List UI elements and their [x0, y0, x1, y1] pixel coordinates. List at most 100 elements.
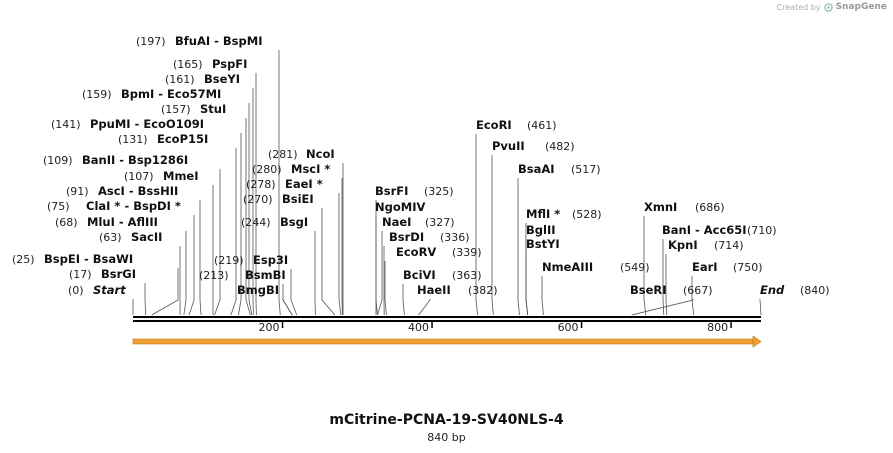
- site-label-bpmi[interactable]: (159) BpmI - Eco57MI: [82, 87, 221, 101]
- site-leader-line: [525, 253, 529, 316]
- site-label-ppumi[interactable]: (141) PpuMI - EcoO109I: [51, 117, 204, 131]
- site-label-start[interactable]: (0) Start: [68, 283, 126, 297]
- site-label-bsaai[interactable]: (517) BsaAI: [518, 162, 601, 176]
- site-enzyme-names: EcoP15I: [157, 132, 208, 146]
- site-label-eari[interactable]: (750) EarI: [692, 260, 763, 274]
- site-label-ncoi[interactable]: (281) NcoI: [268, 147, 335, 161]
- site-label-ecorv[interactable]: (339) EcoRV: [396, 245, 482, 259]
- site-label-pvuii[interactable]: (482) PvuII: [492, 139, 575, 153]
- site-leader-line: [199, 200, 202, 316]
- site-leader-line: [377, 231, 383, 316]
- site-enzyme-names: BanII - Bsp1286I: [82, 153, 188, 167]
- site-position: (549): [620, 261, 650, 274]
- site-position: (161): [165, 73, 195, 86]
- site-position: (25): [12, 253, 35, 266]
- site-leader-line: [517, 178, 520, 316]
- sequence-backbone: [133, 316, 761, 322]
- site-leader-line: [151, 268, 179, 316]
- site-label-naei[interactable]: (327) NaeI: [382, 215, 455, 229]
- site-label-haeii[interactable]: (382) HaeII: [417, 283, 498, 297]
- site-label-ngomiv[interactable]: NgoMIV: [375, 200, 425, 214]
- site-leader-line: [278, 50, 281, 316]
- site-position: (714): [714, 239, 744, 252]
- site-enzyme-names: MluI - AflIII: [87, 215, 158, 229]
- site-enzyme-names: BseRI: [630, 283, 667, 297]
- site-label-bsmbi[interactable]: (213) BsmBI: [199, 268, 286, 282]
- site-position: (68): [55, 216, 78, 229]
- site-position: (141): [51, 118, 81, 131]
- site-enzyme-names: End: [760, 283, 785, 297]
- site-label-clai[interactable]: (75) ClaI * - BspDI *: [47, 199, 181, 213]
- site-leader-line: [245, 118, 251, 316]
- site-position: (482): [545, 140, 575, 153]
- site-label-bsiei[interactable]: (270) BsiEI: [243, 192, 314, 206]
- site-label-bsgi[interactable]: (244) BsgI: [241, 215, 308, 229]
- snapgene-credit: Created by SnapGene: [777, 2, 887, 12]
- site-leader-line: [418, 299, 431, 316]
- site-label-bseri[interactable]: (667) BseRI: [630, 283, 713, 297]
- site-position: (336): [440, 231, 470, 244]
- site-leader-line: [475, 134, 479, 316]
- ruler-tick-label: 200: [259, 321, 280, 334]
- site-label-mlui[interactable]: (68) MluI - AflIII: [55, 215, 158, 229]
- site-position: (281): [268, 148, 298, 161]
- site-enzyme-names: AscI - BssHII: [98, 184, 178, 198]
- site-label-mfli[interactable]: (528) MflI *: [526, 207, 602, 221]
- site-enzyme-names: BmgBI: [237, 283, 279, 297]
- site-label-bmgbi[interactable]: BmgBI: [237, 283, 279, 297]
- site-position: (686): [695, 201, 725, 214]
- site-label-bstyi[interactable]: BstYI: [526, 237, 560, 251]
- site-leader-line: [183, 231, 187, 316]
- site-label-esp3i[interactable]: (219) Esp3I: [214, 253, 288, 267]
- site-label-ecop15i[interactable]: (131) EcoP15I: [118, 132, 208, 146]
- site-label-mmei[interactable]: (107) MmeI: [124, 169, 199, 183]
- ruler-tick-label: 800: [707, 321, 728, 334]
- site-label-sacii[interactable]: (63) SacII: [99, 230, 162, 244]
- site-position: (75): [47, 200, 70, 213]
- site-enzyme-names: NcoI: [306, 147, 335, 161]
- ruler-tick-label: 400: [408, 321, 429, 334]
- site-label-bseyi[interactable]: (161) BseYI: [165, 72, 240, 86]
- site-label-nmeaiii[interactable]: (549) NmeAIII: [542, 260, 650, 274]
- ruler-tick-label: 600: [558, 321, 579, 334]
- site-label-end[interactable]: (840) End: [760, 283, 830, 297]
- site-enzyme-names: PvuII: [492, 139, 525, 153]
- site-leader-line: [230, 148, 237, 316]
- site-label-bfuai[interactable]: (197) BfuAI - BspMI: [136, 34, 262, 48]
- site-label-bspei[interactable]: (25) BspEI - BsaWI: [12, 252, 133, 266]
- site-enzyme-names: Esp3I: [253, 253, 288, 267]
- site-leader-line: [631, 299, 694, 316]
- site-label-banii[interactable]: (109) BanII - Bsp1286I: [43, 153, 188, 167]
- site-position: (339): [452, 246, 482, 259]
- site-label-bsrgi[interactable]: (17) BsrGI: [69, 267, 136, 281]
- map-title: mCitrine-PCNA-19-SV40NLS-4: [329, 412, 564, 428]
- site-label-xmni[interactable]: (686) XmnI: [644, 200, 725, 214]
- site-label-bcivi[interactable]: (363) BciVI: [403, 268, 482, 282]
- site-label-stui[interactable]: (157) StuI: [161, 102, 226, 116]
- site-label-pspfi[interactable]: (165) PspFI: [173, 57, 247, 71]
- site-position: (91): [66, 185, 89, 198]
- site-label-eaei[interactable]: (278) EaeI *: [246, 177, 323, 191]
- site-position: (840): [800, 284, 830, 297]
- site-enzyme-names: NaeI: [382, 215, 411, 229]
- site-label-msci[interactable]: (280) MscI *: [252, 162, 330, 176]
- site-enzyme-names: BfuAI - BspMI: [175, 34, 262, 48]
- site-enzyme-names: XmnI: [644, 200, 677, 214]
- site-leader-line: [491, 155, 494, 316]
- site-leader-line: [662, 239, 665, 316]
- site-label-asci[interactable]: (91) AscI - BssHII: [66, 184, 178, 198]
- site-label-bglii[interactable]: BglII: [526, 223, 556, 237]
- site-position: (278): [246, 178, 276, 191]
- site-position: (157): [161, 103, 191, 116]
- site-position: (63): [99, 231, 122, 244]
- site-label-bsrfi[interactable]: (325) BsrFI: [375, 184, 454, 198]
- site-position: (280): [252, 163, 282, 176]
- site-enzyme-names: MflI *: [526, 207, 560, 221]
- site-leader-line: [375, 216, 378, 316]
- site-label-ecori[interactable]: (461) EcoRI: [476, 118, 557, 132]
- site-label-bani[interactable]: (710)BanI - Acc65I: [662, 223, 777, 237]
- site-label-kpni[interactable]: (714) KpnI: [668, 238, 744, 252]
- credit-brand: SnapGene: [835, 2, 887, 12]
- site-label-bsrdi[interactable]: (336) BsrDI: [389, 230, 470, 244]
